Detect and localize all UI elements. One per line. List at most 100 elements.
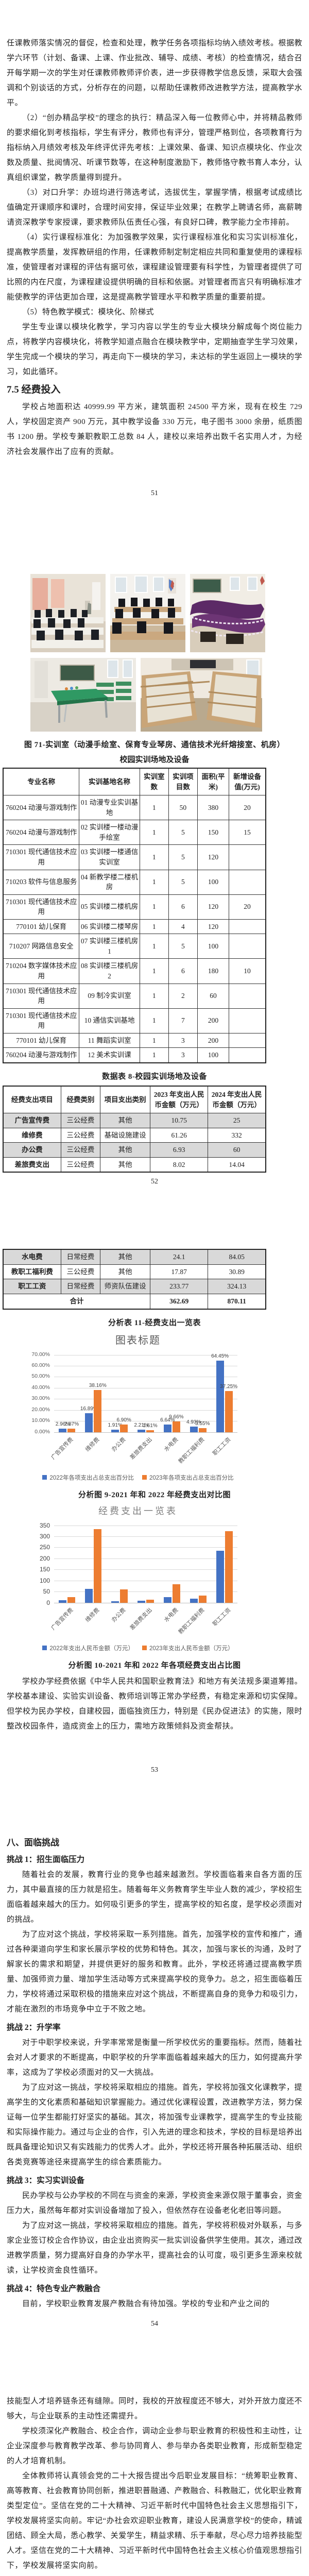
table-row: 770101 幼儿保育 11 舞蹈实训室 1 3 200 bbox=[3, 1032, 266, 1048]
y-axis-tick: 20.00% bbox=[31, 1406, 50, 1413]
table-row: 合计 362.69 870.11 bbox=[3, 1293, 266, 1310]
table-cell: 07 实训楼三楼机房 1 bbox=[79, 934, 140, 959]
col-header-major: 专业名称 bbox=[3, 768, 80, 796]
table-cell: 1 bbox=[139, 958, 169, 984]
table-cell bbox=[229, 869, 266, 895]
col-header-expense-category: 经费类别 bbox=[60, 1086, 101, 1114]
challenge-1-paragraph: 为了应对这个挑战，学校将采取一系列措施。首先，加强学校的宣传和推广，通过各种渠道… bbox=[7, 1930, 302, 2013]
data-label: 9.66% bbox=[169, 1414, 184, 1420]
table-cell: 06 实训楼二楼琴房 bbox=[79, 919, 140, 935]
table-cell: 2 bbox=[168, 983, 198, 1009]
table-row: 710203 软件与信息服务 04 新教学楼二楼机房 1 5 100 bbox=[3, 869, 266, 895]
page-number-52: 52 bbox=[151, 1178, 158, 1186]
table-cell bbox=[229, 1032, 266, 1048]
table-cell: 100 bbox=[197, 934, 230, 959]
photo-fiber-splicing-room bbox=[141, 658, 262, 732]
bar-维修费 bbox=[94, 1389, 102, 1432]
challenge-2-paragraph: 为了应对这一挑战，学校将采取相应的措施。首先，学校将加强文化课教学，提高学生的文… bbox=[7, 2083, 302, 2166]
bar-职工工资 bbox=[216, 1551, 224, 1603]
legend-swatch-icon bbox=[142, 1646, 147, 1651]
table-cell: 760204 动漫与游戏制作 bbox=[3, 820, 80, 845]
table-row: 办公费 三公经费 其他 6.93 60 bbox=[3, 1142, 266, 1158]
table-cell: 差旅费支出 bbox=[3, 1157, 61, 1173]
table-cell: 1 bbox=[139, 869, 169, 895]
col-header-area: 面积(平米) bbox=[197, 768, 230, 796]
legend-label: 2022年支出人民币金额（万元） bbox=[49, 1645, 134, 1652]
closing-paragraph: 全体教师将认真领会党的二十大报告提出今后职业发展目标：“统筹职业教育、高等教育、… bbox=[7, 2471, 302, 2570]
table-cell: 1 bbox=[139, 1032, 169, 1048]
challenge-1-paragraph: 随着社会的发展，教育行业的竞争也越来越激烈。学校面临着来自各方面的压力，其中最直… bbox=[7, 1870, 302, 1924]
table-cell: 17.87 bbox=[150, 1264, 209, 1280]
col-header-room-count: 实训室数 bbox=[139, 768, 169, 796]
table-row: 760204 动漫与游戏制作 01 动漫专业实训基地 1 50 380 20 bbox=[3, 795, 266, 821]
table-row: 770101 幼儿保育 06 实训楼二楼琴房 1 4 120 bbox=[3, 919, 266, 935]
y-axis-tick: 0 bbox=[46, 1599, 50, 1606]
table-cell bbox=[229, 934, 266, 959]
table-cell: 180 bbox=[197, 958, 230, 984]
table-cell: 870.11 bbox=[208, 1293, 266, 1310]
table-cell: 760204 动漫与游戏制作 bbox=[3, 795, 80, 821]
data-label: 2.87% bbox=[64, 1421, 79, 1428]
challenge-4-title: 挑战 4：特色专业产教融合 bbox=[7, 2284, 101, 2293]
analysis-figure-9-caption: 分析图 9-2021 年和 2022 年经费支出对比图 bbox=[78, 1490, 231, 1499]
col-header-2024-amount: 2024 年支出人民币金额（万元） bbox=[208, 1086, 266, 1114]
table-cell: 770101 幼儿保育 bbox=[3, 919, 80, 935]
data-label: 38.16% bbox=[89, 1382, 107, 1388]
table-cell: 770101 幼儿保育 bbox=[3, 1032, 80, 1048]
table-cell: 1 bbox=[139, 934, 169, 959]
x-axis-label: 职工工资 bbox=[211, 1606, 232, 1628]
table-cell: 03 实训楼一楼通信实训室 bbox=[79, 844, 140, 870]
gridline bbox=[54, 1569, 237, 1570]
chart-title: 经费支出一览表 bbox=[98, 1505, 178, 1516]
paragraph-curriculum-standard: （4）实行课程标准化：为加强教学效果，实行课程标准化和实习实训标准化，提高教学质… bbox=[7, 233, 302, 301]
y-axis-tick: 70.00% bbox=[31, 1351, 50, 1358]
table-cell: 1 bbox=[139, 983, 169, 1009]
table-cell: 710301 现代通信技术应用 bbox=[3, 894, 80, 920]
y-axis-tick: 30.00% bbox=[31, 1395, 50, 1402]
table-cell: 10.75 bbox=[150, 1113, 209, 1128]
bar-水电费 bbox=[163, 1425, 171, 1432]
table-cell: 4 bbox=[168, 919, 198, 935]
table-row: 710301 现代通信技术应用 10 通信实训基地 1 7 200 bbox=[3, 1008, 266, 1033]
data-label: 16.89% bbox=[80, 1406, 98, 1412]
expense-table-part1: 经费支出项目 经费类别 项目支出类别 2023 年支出人民币金额（万元） 202… bbox=[3, 1085, 266, 1173]
challenge-3-paragraph: 民办学校与公办学校的不同在与资金的来源，学校资金来源仅限于董事会，资金压力大，虽… bbox=[7, 2191, 302, 2215]
bar-差旅费支出 bbox=[138, 1601, 145, 1603]
table-cell: 01 动漫专业实训基地 bbox=[79, 795, 140, 821]
x-axis-label: 职工工资 bbox=[211, 1436, 232, 1457]
photo-piano-room bbox=[190, 574, 265, 652]
bar-办公费 bbox=[120, 1424, 128, 1432]
table-cell: 1 bbox=[139, 919, 169, 935]
y-axis-tick: 300 bbox=[39, 1532, 50, 1540]
table-row: 维修费 三公经费 基础设施建设 61.26 332 bbox=[3, 1127, 266, 1143]
section-heading-challenges: 八、面临挑战 bbox=[7, 1837, 59, 1848]
table-cell: 200 bbox=[197, 1032, 230, 1048]
gridline bbox=[54, 1558, 237, 1559]
bar-差旅费支出 bbox=[146, 1599, 154, 1603]
x-axis-label: 办公费 bbox=[110, 1606, 127, 1623]
table-row: 760204 动漫与游戏制作 02 实训楼一楼动漫手绘室 1 5 150 15 bbox=[3, 820, 266, 845]
bar-水电费 bbox=[172, 1421, 180, 1432]
table-row: 760204 动漫与游戏制作 12 美术实训课 1 3 100 bbox=[3, 1047, 266, 1063]
table-cell: 710301 现代通信技术应用 bbox=[3, 844, 80, 870]
table-cell: 120 bbox=[197, 894, 230, 920]
table-row: 职工工资 日常经费 师资队伍建设 233.77 324.13 bbox=[3, 1279, 266, 1294]
table-cell: 3 bbox=[168, 1047, 198, 1063]
table-cell: 710207 网路信息安全 bbox=[3, 934, 80, 959]
table-cell: 日常经费 bbox=[60, 1279, 101, 1294]
table-cell: 广告宣传费 bbox=[3, 1113, 61, 1128]
table-cell: 100 bbox=[197, 1047, 230, 1063]
y-axis-tick: 200 bbox=[39, 1554, 50, 1562]
data-label: 6.64% bbox=[160, 1417, 175, 1423]
bar-广告宣传费 bbox=[59, 1429, 67, 1432]
challenge-4-paragraph: 目前，学校职业教育发展产教融合有待加强。学校的专业和产业之间的 bbox=[22, 2299, 270, 2308]
data-label: 1.61% bbox=[143, 1423, 158, 1429]
y-axis-tick: 10.00% bbox=[31, 1417, 50, 1424]
y-axis-tick: 250 bbox=[39, 1544, 50, 1551]
table-cell: 5 bbox=[168, 844, 198, 870]
photo-computer-lab-2 bbox=[110, 574, 185, 652]
bar-差旅费支出 bbox=[146, 1430, 154, 1432]
analysis-figure-10-caption: 分析图 10-2021 年和 2022 年各项经费支出占比图 bbox=[68, 1661, 241, 1670]
col-header-2023-amount: 2023 年支出人民币金额（万元） bbox=[150, 1086, 209, 1114]
